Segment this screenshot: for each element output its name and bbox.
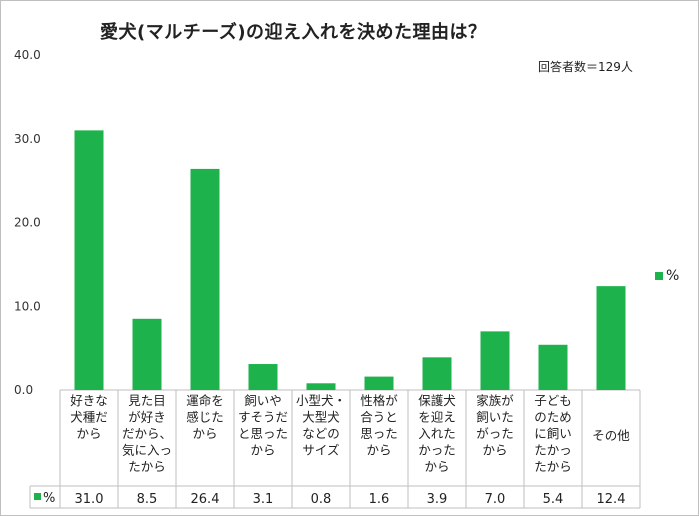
bar bbox=[132, 318, 162, 390]
category-label: 小型犬・ bbox=[296, 393, 346, 408]
category-label: 運命を bbox=[186, 393, 224, 408]
value-label: 8.5 bbox=[137, 492, 158, 507]
value-label: 5.4 bbox=[543, 492, 564, 507]
legend-label: % bbox=[666, 268, 680, 284]
value-label: 7.0 bbox=[485, 492, 506, 507]
category-label: その他 bbox=[592, 428, 630, 443]
category-label: 大型犬 bbox=[302, 410, 340, 425]
category-label: 思った bbox=[360, 426, 398, 441]
value-label: 3.1 bbox=[253, 492, 274, 507]
category-label: 飼いや bbox=[244, 393, 282, 408]
value-label: 31.0 bbox=[75, 492, 104, 507]
category-label: 見た目 bbox=[128, 393, 166, 408]
category-label: かった bbox=[418, 443, 456, 458]
legend: % bbox=[655, 268, 679, 284]
category-label: 気に入っ bbox=[122, 443, 172, 458]
bar bbox=[364, 376, 394, 390]
y-tick-label: 0.0 bbox=[14, 383, 33, 397]
bar bbox=[74, 130, 104, 390]
table-row-label: % bbox=[43, 491, 55, 506]
value-label: 26.4 bbox=[191, 492, 220, 507]
value-label: 12.4 bbox=[597, 492, 626, 507]
value-label: 1.6 bbox=[369, 492, 390, 507]
category-label: 好きな bbox=[70, 393, 108, 408]
category-label: と思った bbox=[238, 426, 288, 441]
bar bbox=[190, 168, 220, 390]
respondent-count: 回答者数＝129人 bbox=[538, 60, 633, 74]
bar bbox=[422, 357, 452, 390]
category-label: 飼いた bbox=[476, 410, 514, 425]
category-label: から bbox=[192, 426, 217, 441]
category-label: だから、 bbox=[122, 426, 172, 441]
y-tick-label: 10.0 bbox=[14, 299, 41, 313]
category-label: に飼い bbox=[534, 426, 572, 441]
category-label: サイズ bbox=[302, 443, 339, 458]
category-label: から bbox=[250, 443, 275, 458]
bar bbox=[480, 331, 510, 390]
category-label: 合うと bbox=[360, 410, 398, 425]
category-label: 家族が bbox=[476, 393, 514, 408]
category-label: 子ども bbox=[534, 393, 572, 408]
bar bbox=[248, 364, 278, 390]
category-label: を迎え bbox=[418, 410, 456, 425]
bar bbox=[306, 383, 336, 390]
bar bbox=[596, 286, 626, 390]
value-label: 0.8 bbox=[311, 492, 332, 507]
category-label: たから bbox=[128, 459, 166, 474]
category-label: たから bbox=[534, 459, 572, 474]
category-label: から bbox=[76, 426, 101, 441]
table-legend-swatch bbox=[34, 493, 41, 500]
bar bbox=[538, 344, 568, 390]
category-label: などの bbox=[302, 426, 340, 441]
category-label: たかっ bbox=[534, 443, 572, 458]
category-label: 入れた bbox=[418, 426, 456, 441]
category-label: 感じた bbox=[186, 410, 224, 425]
value-label: 3.9 bbox=[427, 492, 448, 507]
category-label: が好き bbox=[128, 410, 166, 425]
category-label: 保護犬 bbox=[418, 393, 456, 408]
category-label: から bbox=[424, 459, 449, 474]
y-tick-label: 40.0 bbox=[14, 48, 41, 62]
category-label: から bbox=[366, 443, 391, 458]
chart-title: 愛犬(マルチーズ)の迎え入れを決めた理由は？ bbox=[100, 22, 487, 43]
y-tick-label: 20.0 bbox=[14, 216, 41, 230]
category-label: 性格が bbox=[360, 393, 398, 408]
category-label: から bbox=[482, 443, 507, 458]
category-label: 犬種だ bbox=[70, 410, 108, 425]
legend-swatch bbox=[655, 272, 663, 280]
y-tick-label: 30.0 bbox=[14, 132, 41, 146]
category-label: のため bbox=[534, 410, 572, 425]
category-label: すそうだ bbox=[238, 410, 288, 425]
category-label: がった bbox=[476, 426, 514, 441]
